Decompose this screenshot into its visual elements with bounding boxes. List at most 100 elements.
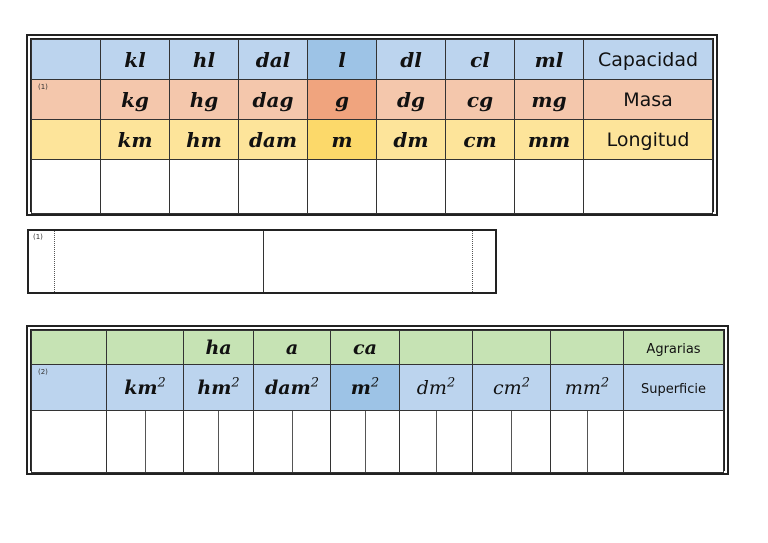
unit-dam2: dam2 — [265, 375, 319, 400]
unit-cell: kg — [100, 79, 170, 120]
footnote-box: (1) — [27, 229, 497, 294]
units-table-1: kl hl dal l dl cl ml Capacidad (1) kg hg… — [26, 34, 718, 216]
footnote-answer-area-2[interactable] — [265, 231, 471, 292]
unit-cell: dl — [376, 39, 446, 80]
footnote-box-divider-right — [472, 231, 473, 292]
unit-ca: ca — [353, 336, 377, 359]
unit-cell: l — [307, 39, 377, 80]
blank-split-cell[interactable] — [183, 410, 254, 473]
row-header-cell — [31, 39, 101, 80]
blank-cell[interactable] — [31, 159, 101, 214]
unit-km: km — [117, 127, 153, 152]
unit-hg: hg — [189, 87, 219, 112]
unit-hl: hl — [192, 47, 216, 72]
unit-cell: km — [100, 119, 170, 160]
label-superficie: Superficie — [640, 382, 707, 397]
unit-hm: hm — [186, 127, 222, 152]
unit-cell: cl — [445, 39, 515, 80]
unit-cell: km2 — [106, 364, 184, 411]
unit-cm2: cm2 — [493, 375, 530, 400]
blank-cell[interactable] — [307, 159, 377, 214]
footnote-answer-area-1[interactable] — [55, 231, 262, 292]
blank-cell[interactable] — [623, 410, 724, 473]
unit-cell: dg — [376, 79, 446, 120]
label-cell: Superficie — [623, 364, 724, 411]
unit-cell: dam — [238, 119, 308, 160]
label-cell: Longitud — [583, 119, 713, 160]
unit-cell: a — [253, 330, 331, 365]
row-blank-answer — [31, 159, 713, 214]
unit-cell: ha — [183, 330, 254, 365]
units-table-2: ha a ca Agrarias (2) km2 hm2 dam2 m2 dm2… — [26, 325, 729, 475]
blank-split-cell[interactable] — [330, 410, 400, 473]
unit-cell: m — [307, 119, 377, 160]
row-header-cell: (2) — [31, 364, 107, 411]
unit-cg: cg — [466, 87, 494, 112]
unit-cell: hg — [169, 79, 239, 120]
blank-split-cell[interactable] — [472, 410, 551, 473]
blank-split-cell[interactable] — [253, 410, 331, 473]
blank-split-cell[interactable] — [550, 410, 624, 473]
row-longitud: km hm dam m dm cm mm Longitud — [31, 119, 713, 160]
unit-cell: g — [307, 79, 377, 120]
unit-cell — [472, 330, 551, 365]
unit-cell: mg — [514, 79, 584, 120]
unit-cell: dm — [376, 119, 446, 160]
unit-mg: mg — [531, 87, 567, 112]
unit-ha: ha — [205, 336, 232, 359]
row-header-cell — [31, 119, 101, 160]
unit-cell: ml — [514, 39, 584, 80]
blank-split-cell[interactable] — [106, 410, 184, 473]
unit-cell: m2 — [330, 364, 400, 411]
unit-cell — [399, 330, 473, 365]
blank-cell[interactable] — [514, 159, 584, 214]
unit-cell: ca — [330, 330, 400, 365]
unit-dm: dm — [393, 127, 429, 152]
unit-dam: dam — [248, 127, 298, 152]
units-grid-1: kl hl dal l dl cl ml Capacidad (1) kg hg… — [31, 39, 713, 214]
blank-cell[interactable] — [376, 159, 446, 214]
unit-m: m — [331, 127, 353, 152]
label-cell: Agrarias — [623, 330, 724, 365]
footnote-marker-1: (1) — [38, 83, 48, 91]
blank-cell[interactable] — [583, 159, 713, 214]
unit-dal: dal — [255, 47, 291, 72]
blank-cell[interactable] — [238, 159, 308, 214]
row-superficie: (2) km2 hm2 dam2 m2 dm2 cm2 mm2 Superfic… — [31, 364, 724, 411]
footnote-marker-box: (1) — [33, 233, 43, 241]
unit-kg: kg — [121, 87, 149, 112]
unit-dl: dl — [400, 47, 422, 72]
unit-dm2: dm2 — [416, 375, 456, 400]
unit-cell: hm2 — [183, 364, 254, 411]
unit-cell: cm2 — [472, 364, 551, 411]
row-masa: (1) kg hg dag g dg cg mg Masa — [31, 79, 713, 120]
blank-cell[interactable] — [169, 159, 239, 214]
row-header-cell: (1) — [31, 79, 101, 120]
units-grid-2: ha a ca Agrarias (2) km2 hm2 dam2 m2 dm2… — [31, 330, 724, 473]
blank-cell[interactable] — [31, 410, 107, 473]
unit-cell: mm2 — [550, 364, 624, 411]
unit-mm: mm — [527, 127, 571, 152]
unit-ml: ml — [534, 47, 564, 72]
unit-cell: dag — [238, 79, 308, 120]
row-capacidad: kl hl dal l dl cl ml Capacidad — [31, 39, 713, 80]
unit-cell: cm — [445, 119, 515, 160]
row-agrarias: ha a ca Agrarias — [31, 330, 724, 365]
unit-cell: dal — [238, 39, 308, 80]
blank-split-cell[interactable] — [399, 410, 473, 473]
unit-cell — [106, 330, 184, 365]
unit-dag: dag — [252, 87, 294, 112]
unit-g: g — [335, 87, 349, 112]
unit-cell: cg — [445, 79, 515, 120]
unit-hm2: hm2 — [197, 375, 240, 400]
unit-cell: kl — [100, 39, 170, 80]
unit-a: a — [285, 336, 299, 359]
blank-cell[interactable] — [445, 159, 515, 214]
unit-dg: dg — [397, 87, 425, 112]
unit-cl: cl — [470, 47, 490, 72]
footnote-marker-2: (2) — [38, 368, 48, 376]
unit-l: l — [338, 47, 346, 72]
label-cell: Capacidad — [583, 39, 713, 80]
blank-cell[interactable] — [100, 159, 170, 214]
footnote-box-divider-mid — [263, 231, 264, 292]
